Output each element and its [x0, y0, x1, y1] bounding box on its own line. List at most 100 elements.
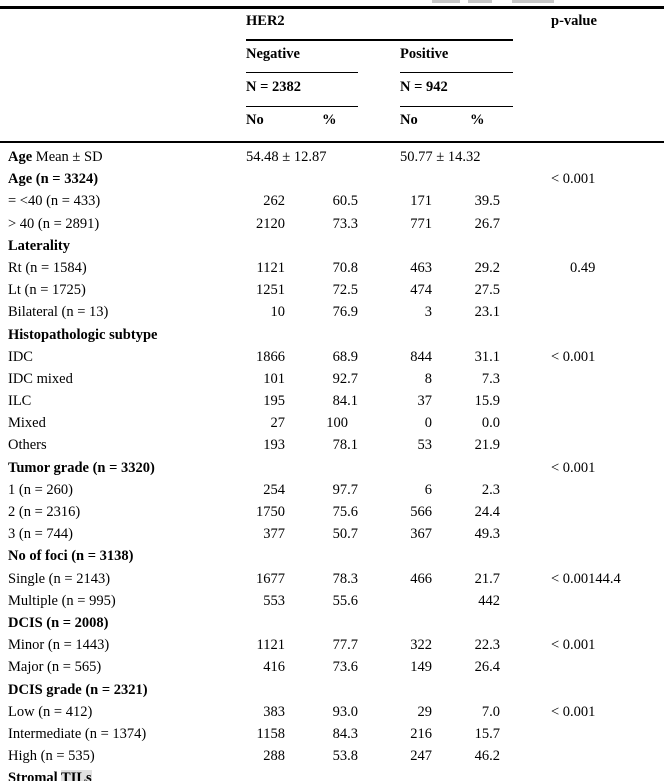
neg-percent-cell: 55.6 — [332, 592, 358, 609]
pos-percent-cell: 15.7 — [474, 725, 500, 742]
neg-percent-cell: 76.9 — [332, 304, 358, 321]
p-value-cell: < 0.001 — [551, 171, 596, 188]
row-label: 3 (n = 744) — [8, 526, 73, 543]
row-label: Age Mean ± SD — [8, 149, 103, 165]
positive-underline — [400, 71, 513, 73]
pos-percent-cell: 2.3 — [481, 481, 500, 498]
neg-percent-cell: 72.5 — [332, 282, 358, 299]
pos-percent-cell: 39.5 — [474, 193, 500, 210]
neg-count-cell: 553 — [263, 592, 285, 609]
positive-header: Positive — [400, 46, 449, 62]
table-row: Low (n = 412) 383 93.0 29 7.0 < 0.001 — [0, 701, 664, 723]
row-label: ILC — [8, 393, 32, 410]
pos-count-cell: 463 — [410, 259, 432, 276]
table-row: DCIS (n = 2008) — [0, 612, 664, 634]
pos-count-cell: 0 — [424, 415, 432, 432]
negative-header: Negative — [246, 46, 300, 62]
neg-count-cell: 101 — [263, 370, 285, 387]
pos-count-cell: 149 — [410, 659, 432, 676]
table-row: 1 (n = 260) 254 97.7 6 2.3 — [0, 479, 664, 501]
pos-count-cell: 29 — [417, 703, 433, 720]
highlighted-text: TILs — [61, 770, 92, 781]
row-label: Rt (n = 1584) — [8, 259, 87, 276]
row-label: Multiple (n = 995) — [8, 592, 116, 609]
p-value-cell: < 0.001 — [551, 459, 596, 476]
row-label: Intermediate (n = 1374) — [8, 725, 147, 742]
pos-percent-cell: 7.0 — [481, 703, 500, 720]
neg-percent-cell: 84.3 — [332, 725, 358, 742]
pos-count-cell: 322 — [410, 637, 432, 654]
neg-percent-cell: 78.3 — [332, 570, 358, 587]
header-bottom-rule — [0, 140, 664, 143]
pos-percent-cell: 26.7 — [474, 215, 500, 232]
pos-percent-cell: 31.1 — [474, 348, 500, 365]
neg-count-cell: 288 — [263, 748, 285, 765]
pos-percent-cell: 29.2 — [474, 259, 500, 276]
pos-count-cell: 171 — [410, 193, 432, 210]
table-row: Mixed 27 100 0 0.0 — [0, 412, 664, 434]
table-row: No of foci (n = 3138) — [0, 545, 664, 567]
table-row: Major (n = 565) 416 73.6 149 26.4 — [0, 656, 664, 678]
table-row: Single (n = 2143) 1677 78.3 466 21.7 < 0.0014… — [0, 568, 664, 590]
table-row: DCIS grade (n = 2321) — [0, 679, 664, 701]
top-rule — [0, 6, 664, 9]
pos-percent-cell: 21.9 — [474, 437, 500, 454]
p-value-cell: < 0.001 — [551, 637, 596, 654]
row-label: DCIS grade (n = 2321) — [8, 681, 148, 698]
pos-percent-cell: 27.5 — [474, 282, 500, 299]
table-row: Bilateral (n = 13) 10 76.9 3 23.1 — [0, 301, 664, 323]
neg-count-cell: 1750 — [256, 504, 285, 520]
row-label: 2 (n = 2316) — [8, 504, 81, 520]
table-row: Stromal TILs — [0, 767, 664, 781]
neg-mean-cell: 54.48 ± 12.87 — [246, 149, 327, 165]
neg-percent-cell: 53.8 — [332, 748, 358, 765]
p-value-cell: < 0.001 — [551, 703, 596, 720]
neg-count-cell: 195 — [263, 393, 285, 410]
pos-count-cell: 37 — [417, 393, 433, 410]
neg-count-cell: 416 — [263, 659, 285, 676]
row-label: Minor (n = 1443) — [8, 637, 110, 654]
pos-count-cell: 367 — [410, 526, 432, 543]
pos-count-cell: 474 — [410, 282, 432, 299]
row-label: Major (n = 565) — [8, 659, 102, 676]
neg-percent-cell: 73.3 — [332, 215, 358, 232]
neg-percent-cell: 97.7 — [332, 481, 358, 498]
row-label: Tumor grade (n = 3320) — [8, 459, 155, 476]
neg-count-cell: 10 — [270, 304, 286, 321]
row-label: Single (n = 2143) — [8, 570, 111, 587]
table-row: = <40 (n = 433) 262 60.5 171 39.5 — [0, 190, 664, 212]
table-row: High (n = 535) 288 53.8 247 46.2 — [0, 745, 664, 767]
table-row: Rt (n = 1584) 1121 70.8 463 29.2 0.49 — [0, 257, 664, 279]
pos-count-cell: 844 — [410, 348, 432, 365]
p-value-cell: 0.49 — [570, 259, 596, 276]
negative-n-label: N = 2382 — [246, 79, 301, 95]
her2-group-header: HER2 — [246, 13, 285, 29]
table-row: ILC 195 84.1 37 15.9 — [0, 390, 664, 412]
row-label: IDC — [8, 348, 33, 365]
table-row: Others 193 78.1 53 21.9 — [0, 434, 664, 456]
her2-underline — [246, 39, 513, 41]
neg-count-cell: 1677 — [256, 570, 285, 587]
table-row: Tumor grade (n = 3320) < 0.001 — [0, 457, 664, 479]
neg-count-cell: 377 — [263, 526, 285, 543]
neg-count-cell: 1866 — [256, 348, 285, 365]
row-label: Others — [8, 437, 47, 454]
pos-percent-cell: 21.7 — [474, 570, 500, 587]
pos-count-cell: 3 — [424, 304, 432, 321]
table-row: Histopathologic subtype — [0, 324, 664, 346]
pos-percent-cell: 23.1 — [474, 304, 500, 321]
neg-percent-cell: 50.7 — [332, 526, 358, 543]
row-label: 1 (n = 260) — [8, 481, 73, 498]
row-label: IDC mixed — [8, 370, 73, 387]
neg-percent-cell: 70.8 — [332, 259, 358, 276]
row-label: Lt (n = 1725) — [8, 282, 86, 299]
neg-count-cell: 193 — [263, 437, 285, 454]
p-value-cell: < 0.00144.4 — [551, 570, 621, 587]
row-label: Low (n = 412) — [8, 703, 93, 720]
table-row: Minor (n = 1443) 1121 77.7 322 22.3 < 0.001 — [0, 634, 664, 656]
pos-count-cell: 6 — [424, 481, 432, 498]
table-body: Age Mean ± SD 54.48 ± 12.87 50.77 ± 14.32 A… — [0, 146, 664, 781]
neg-percent-cell: 60.5 — [332, 193, 358, 210]
neg-pct-column-header: % — [322, 112, 337, 128]
pos-no-column-header: No — [400, 112, 418, 128]
